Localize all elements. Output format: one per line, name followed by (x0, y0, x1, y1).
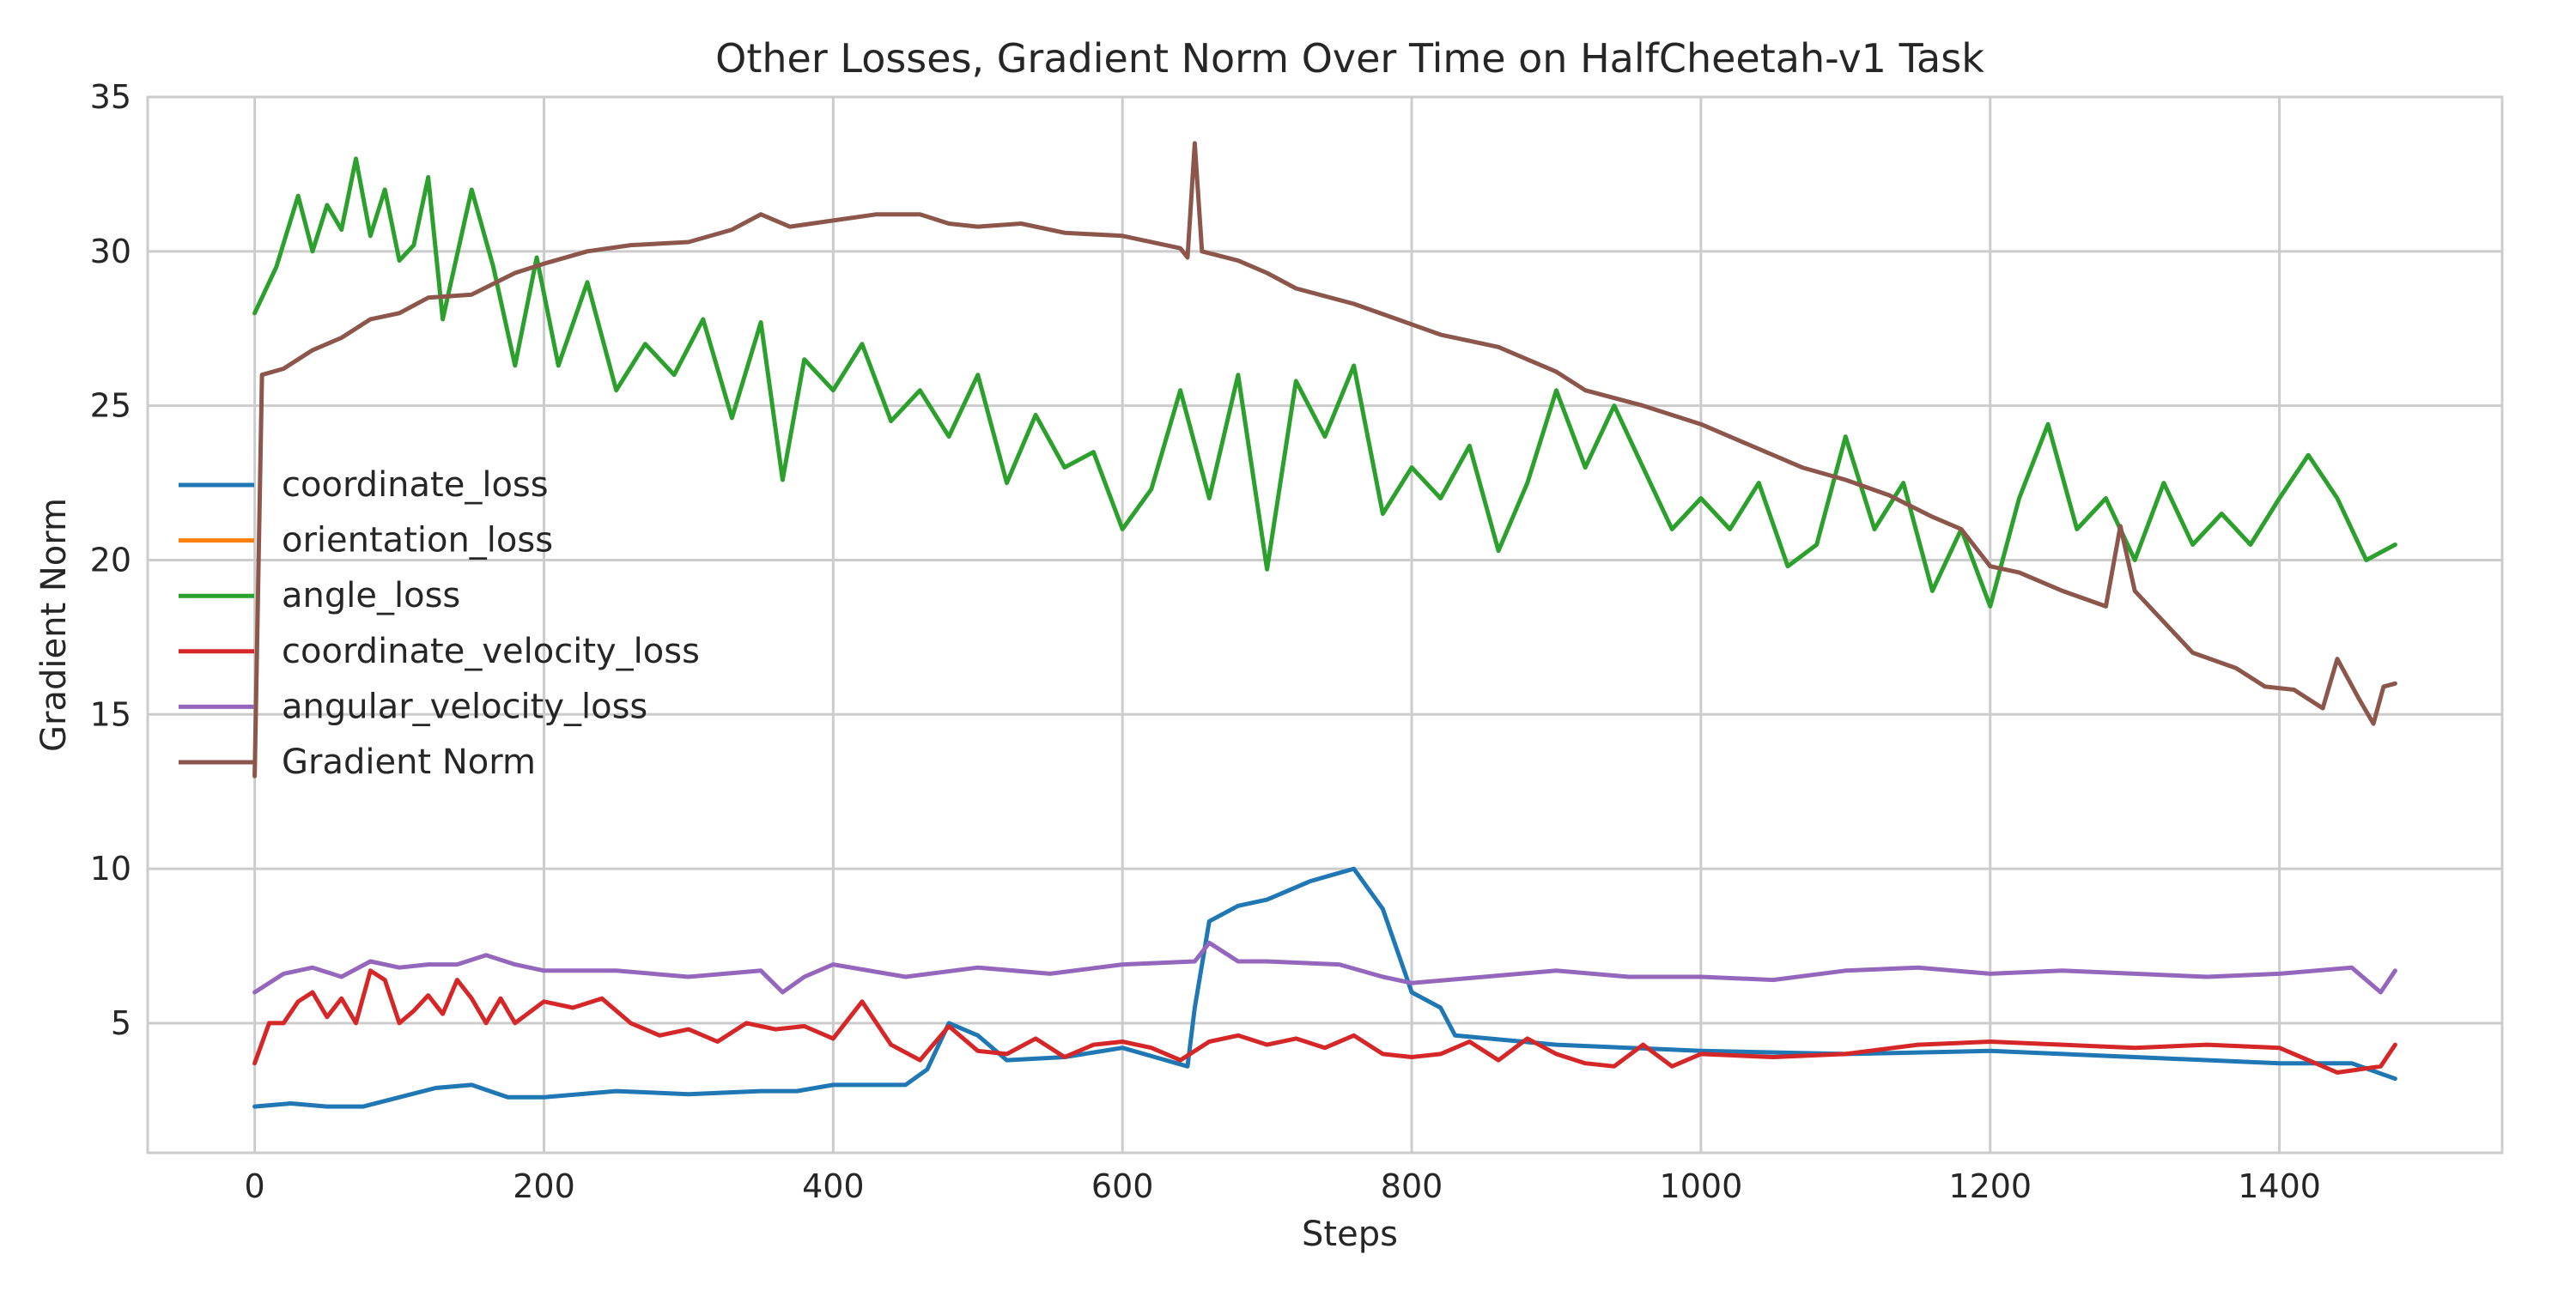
series-line-angle-loss (252, 156, 2397, 609)
x-axis-ticks: 0 200 400 600 800 1000 1200 1400 (245, 1167, 2321, 1205)
chart-title: Other Losses, Gradient Norm Over Time on… (715, 35, 1984, 82)
x-axis-label: Steps (1302, 1215, 1398, 1254)
x-tick-label: 0 (245, 1167, 265, 1205)
x-tick-label: 400 (802, 1167, 865, 1205)
series-lines (252, 141, 2397, 1109)
series-line-coordinate-loss (252, 866, 2397, 1109)
x-tick-label: 1400 (2238, 1167, 2321, 1205)
y-axis-label: Gradient Norm (34, 498, 74, 752)
legend-label-coordinate-velocity-loss: coordinate_velocity_loss (282, 632, 700, 671)
legend-label-gradient-norm: Gradient Norm (282, 742, 536, 782)
x-tick-label: 200 (513, 1167, 575, 1205)
legend-label-orientation-loss: orientation_loss (282, 521, 553, 561)
series-line-gradient-norm (252, 141, 2397, 779)
legend: coordinate_loss orientation_loss angle_los… (179, 465, 700, 782)
legend-label-angle-loss: angle_loss (282, 576, 460, 615)
y-tick-label: 20 (90, 541, 131, 579)
x-tick-label: 800 (1381, 1167, 1443, 1205)
legend-label-coordinate-loss: coordinate_loss (282, 465, 549, 505)
series-line-coordinate-velocity-loss (252, 968, 2397, 1075)
x-tick-label: 600 (1091, 1167, 1154, 1205)
y-tick-label: 25 (90, 387, 131, 425)
y-tick-label: 5 (111, 1004, 131, 1042)
plot-area-frame (146, 95, 2504, 1155)
series-line-angular-velocity-loss (252, 940, 2397, 995)
y-tick-label: 15 (90, 695, 131, 733)
x-tick-label: 1200 (1948, 1167, 2032, 1205)
y-tick-label: 10 (90, 850, 131, 888)
y-tick-label: 35 (90, 78, 131, 116)
legend-label-angular-velocity-loss: angular_velocity_loss (282, 687, 647, 726)
x-tick-label: 1000 (1660, 1167, 1743, 1205)
y-axis-ticks: 5 10 15 20 25 30 35 (90, 78, 131, 1042)
y-tick-label: 30 (90, 233, 131, 270)
